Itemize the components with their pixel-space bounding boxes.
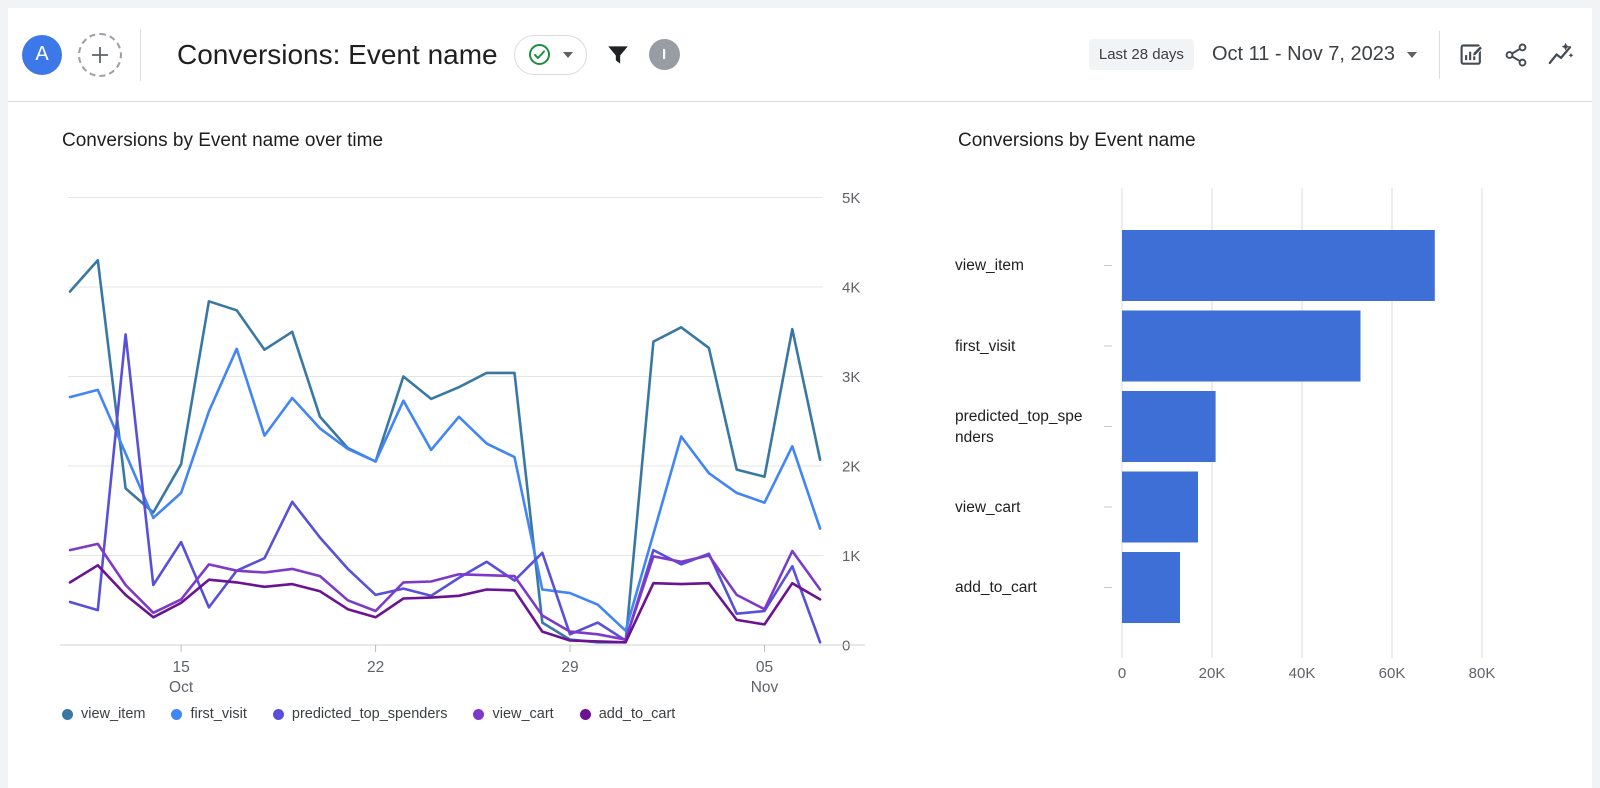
y-axis-label: 0 bbox=[842, 638, 850, 655]
x-axis-sublabel: Oct bbox=[169, 679, 194, 696]
insights-button[interactable] bbox=[1545, 39, 1576, 70]
legend-dot-icon bbox=[171, 708, 183, 720]
report-body: Conversions by Event name over time 0 1K 2… bbox=[8, 102, 1592, 788]
legend-dot-icon bbox=[579, 708, 591, 720]
date-range-selector[interactable]: Oct 11 - Nov 7, 2023 bbox=[1206, 42, 1423, 67]
y-axis-label: 1K bbox=[842, 548, 860, 565]
line-series-view_cart[interactable] bbox=[68, 542, 822, 641]
bar-category-label: view_cart bbox=[955, 498, 1021, 516]
funnel-icon bbox=[607, 45, 628, 64]
x-axis-label: 0 bbox=[1118, 665, 1126, 682]
legend-item-add_to_cart: add_to_cart bbox=[579, 706, 676, 722]
bar-add_to_cart[interactable] bbox=[1122, 552, 1180, 623]
legend-label: view_item bbox=[81, 706, 146, 722]
filter-button[interactable] bbox=[603, 40, 633, 70]
insights-icon bbox=[1548, 42, 1574, 65]
x-axis-label: 20K bbox=[1199, 665, 1226, 682]
line-series-add_to_cart[interactable] bbox=[68, 563, 822, 644]
bar-view_cart[interactable] bbox=[1122, 471, 1198, 543]
report-header: A Conversions: Event name bbox=[8, 8, 1592, 102]
add-comparison-button[interactable] bbox=[78, 32, 122, 77]
bar-predicted_top_spenders[interactable] bbox=[1122, 391, 1216, 462]
check-circle-icon bbox=[528, 44, 550, 65]
legend-dot-icon bbox=[62, 708, 73, 720]
bar-category-label: view_item bbox=[955, 257, 1024, 274]
line-series-first_visit[interactable] bbox=[68, 347, 822, 633]
report-panel: A Conversions: Event name bbox=[8, 8, 1592, 788]
legend-dot-icon bbox=[473, 708, 485, 720]
header-divider bbox=[140, 28, 141, 81]
x-axis-label: 22 bbox=[367, 659, 384, 676]
legend-item-predicted_top_spenders: predicted_top_spenders bbox=[272, 706, 448, 722]
toolbar-divider bbox=[1439, 30, 1440, 79]
date-chip: Last 28 days bbox=[1088, 39, 1194, 70]
line-series-view_item[interactable] bbox=[68, 258, 822, 644]
share-button[interactable] bbox=[1501, 40, 1531, 70]
chevron-down-icon bbox=[1407, 51, 1417, 58]
bar-category-label: first_visit bbox=[955, 337, 1016, 355]
legend-label: first_visit bbox=[190, 706, 247, 722]
x-axis-label: 05 bbox=[756, 659, 773, 676]
plus-icon bbox=[92, 46, 108, 63]
chevron-down-icon bbox=[562, 51, 573, 58]
line-chart-legend: view_item first_visit predicted_top_spende… bbox=[62, 706, 701, 722]
line-chart[interactable]: 0 1K 2K 3K 4K 5K 15 Oct 22 29 05 Nov bbox=[60, 180, 870, 705]
report-status-button[interactable] bbox=[513, 34, 587, 75]
x-axis-label: 15 bbox=[172, 659, 189, 676]
customize-report-icon bbox=[1460, 44, 1484, 65]
date-range-label: Oct 11 - Nov 7, 2023 bbox=[1211, 43, 1395, 65]
x-axis-label: 29 bbox=[561, 659, 578, 676]
bar-category-label: predicted_top_spenders bbox=[955, 407, 1083, 446]
page-title: Conversions: Event name bbox=[177, 38, 498, 70]
x-axis-label: 60K bbox=[1379, 665, 1406, 682]
legend-label: predicted_top_spenders bbox=[291, 706, 448, 722]
header-toolbar: Last 28 days Oct 11 - Nov 7, 2023 bbox=[1088, 30, 1576, 79]
x-axis-sublabel: Nov bbox=[751, 679, 779, 696]
customize-report-button[interactable] bbox=[1456, 39, 1487, 70]
legend-item-first_visit: first_visit bbox=[171, 706, 247, 722]
legend-label: view_cart bbox=[492, 706, 554, 722]
legend-dot-icon bbox=[272, 708, 284, 720]
identity-badge[interactable]: I bbox=[648, 39, 680, 70]
x-axis-label: 80K bbox=[1469, 665, 1496, 682]
bar-category-label: add_to_cart bbox=[955, 579, 1037, 596]
y-axis-label: 5K bbox=[842, 190, 860, 207]
y-axis-label: 3K bbox=[842, 369, 860, 386]
legend-label: add_to_cart bbox=[598, 706, 676, 722]
line-chart-title: Conversions by Event name over time bbox=[62, 130, 384, 151]
legend-item-view_cart: view_cart bbox=[473, 706, 554, 722]
share-icon bbox=[1505, 43, 1527, 66]
bar-chart-plot: 0 20K 40K 60K 80K bbox=[1104, 188, 1496, 682]
y-axis-label: 4K bbox=[842, 280, 860, 297]
y-axis-label: 2K bbox=[842, 459, 860, 476]
bar-view_item[interactable] bbox=[1122, 230, 1435, 301]
x-axis-label: 40K bbox=[1289, 665, 1316, 682]
bar-chart-title: Conversions by Event name bbox=[958, 130, 1196, 151]
avatar[interactable]: A bbox=[22, 34, 62, 75]
legend-item-view_item: view_item bbox=[62, 706, 145, 722]
bar-first_visit[interactable] bbox=[1122, 310, 1361, 382]
